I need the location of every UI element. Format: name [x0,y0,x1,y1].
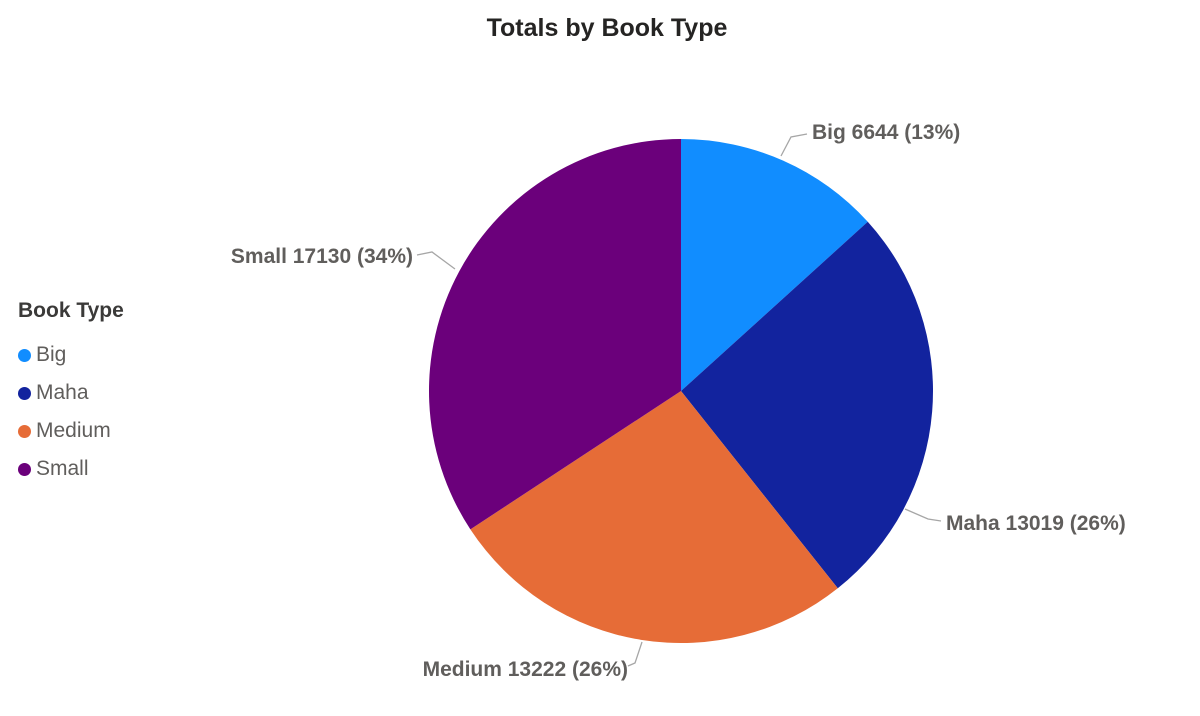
legend-title: Book Type [18,299,124,322]
legend-label-small: Small [36,457,89,480]
legend: Book Type Big Maha Medium Small [18,299,124,488]
legend-dot-big-icon [18,348,31,362]
pie-slice-maha[interactable] [681,221,934,589]
legend-item-small[interactable]: Small [18,450,124,488]
legend-label-big: Big [36,343,67,366]
pie-slice-small[interactable] [428,139,681,530]
detail-label-maha: Maha 13019 (26%) [946,512,1126,535]
pie-slice-big[interactable] [681,139,868,391]
detail-label-small: Small 17130 (34%) [230,245,413,268]
leader-line-big [780,133,808,157]
legend-dot-small-icon [18,462,31,476]
legend-item-maha[interactable]: Maha [18,374,124,412]
legend-label-medium: Medium [36,419,111,442]
chart-title: Totals by Book Type [486,14,728,42]
detail-label-big: Big 6644 (13%) [812,121,961,144]
leader-line-medium [627,641,643,667]
pie-slice-medium[interactable] [470,391,838,644]
legend-label-maha: Maha [36,381,89,404]
leader-line-small [416,251,456,270]
legend-dot-medium-icon [18,424,31,438]
legend-item-big[interactable]: Big [18,336,124,374]
legend-item-medium[interactable]: Medium [18,412,124,450]
detail-label-medium: Medium 13222 (26%) [422,658,628,681]
leader-line-maha [904,508,942,522]
legend-dot-maha-icon [18,386,31,400]
